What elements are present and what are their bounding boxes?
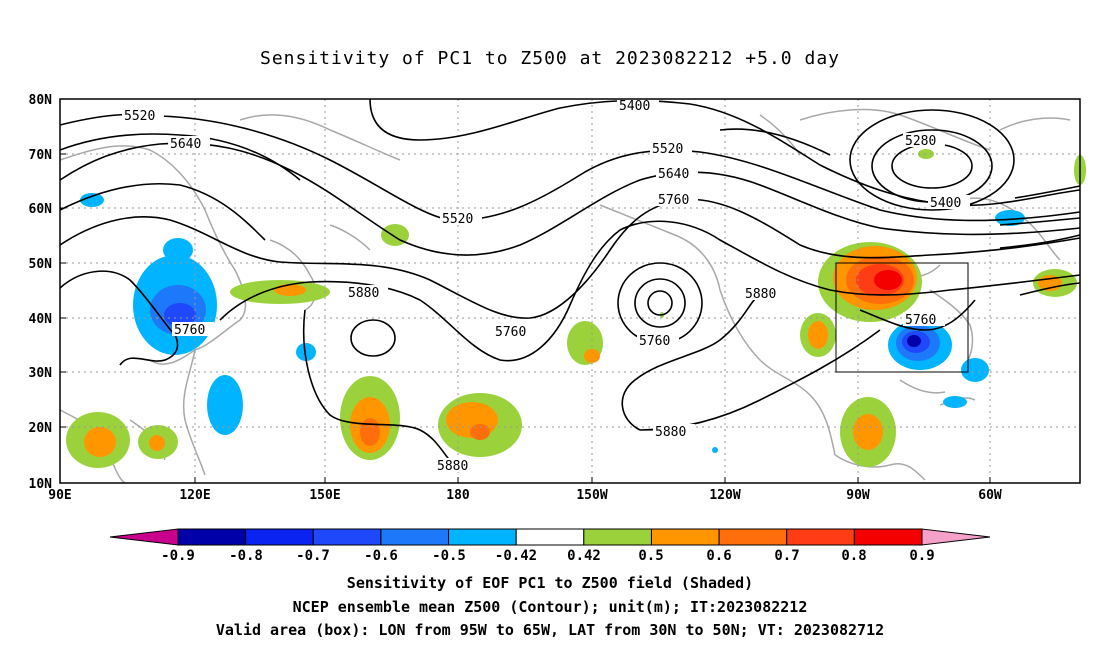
colorbar-label: -0.7 [296,548,330,564]
contour-label: 5400 [930,196,961,211]
contour-label: 5520 [124,109,155,124]
coastlines [59,108,1071,484]
colorbar-label: -0.6 [364,548,398,564]
contour-label: 5640 [658,167,689,182]
colorbar-label: 0.6 [706,548,731,564]
lat-label: 40N [29,312,53,327]
lon-label: 150W [576,488,607,503]
caption-line-1: Sensitivity of EOF PC1 to Z500 field (Sh… [346,574,754,592]
colorbar-cell [718,528,788,546]
contour-label: 5760 [639,334,670,349]
colorbar-label: -0.5 [432,548,466,564]
lon-label: 120E [179,488,210,503]
contour-label: 5880 [348,286,379,301]
lon-label: 150E [309,488,340,503]
contour-label: 5760 [174,323,205,338]
colorbar-label: -0.8 [229,548,263,564]
colorbar-label: -0.42 [495,548,537,564]
lat-label: 80N [29,93,53,108]
colorbar-cell [380,528,450,546]
contour-label: 5520 [442,212,473,227]
colorbar-cell [650,528,720,546]
lon-label: 90W [846,488,870,503]
lon-labels: 90E 120E 150E 180 150W 120W 90W 60W [48,488,1002,503]
contour-label: 5760 [495,325,526,340]
colorbar-label: 0.42 [567,548,601,564]
colorbar-cell [853,528,923,546]
contour-label: 5760 [658,193,689,208]
colorbar-label: 0.8 [841,548,866,564]
colorbar-label: -0.9 [161,548,195,564]
map-title: Sensitivity of PC1 to Z500 at 2023082212… [259,48,840,69]
colorbar-cell [583,528,652,546]
caption-line-3: Valid area (box): LON from 95W to 65W, L… [215,621,885,639]
contour-label: 5520 [652,142,683,157]
lon-label: 60W [978,488,1002,503]
lat-label: 30N [29,366,53,381]
colorbar-label: 0.9 [909,548,934,564]
lat-label: 20N [29,421,53,436]
colorbar-cell [245,528,314,546]
lat-label: 10N [29,477,53,492]
colorbar: -0.9 -0.8 -0.7 -0.6 -0.5 -0.42 0.42 0.5 … [109,528,991,564]
contour-label: 5640 [170,137,201,152]
colorbar-label: 0.5 [638,548,663,564]
lat-label: 50N [29,257,53,272]
colorbar-label: 0.7 [774,548,799,564]
colorbar-cell [312,528,382,546]
contour-label: 5880 [437,459,468,474]
lon-label: 90E [48,488,71,503]
contour-label: 5880 [745,287,776,302]
contour-label: 5880 [655,425,686,440]
contour-label: 5280 [905,134,936,149]
contour-labels: 5520 5640 5400 5520 5640 5760 5280 5400 … [122,98,970,474]
gridlines [60,99,1080,483]
colorbar-cell [786,528,855,546]
colorbar-cell [515,528,585,546]
contour-label: 5760 [905,313,936,328]
contour-label: 5400 [619,99,650,114]
lon-label: 180 [446,488,470,503]
lat-labels: 80N 70N 60N 50N 40N 30N 20N 10N [29,93,53,492]
lon-label: 120W [709,488,740,503]
colorbar-cell [177,528,247,546]
colorbar-high-triangle [921,528,991,546]
colorbar-cell [448,528,517,546]
valid-area-box [835,262,969,373]
caption-line-2: NCEP ensemble mean Z500 (Contour); unit(… [292,598,808,616]
colorbar-low-triangle [109,528,179,546]
lat-label: 60N [29,202,53,217]
lat-label: 70N [29,148,53,163]
shaded-sensitivity [66,149,1086,468]
